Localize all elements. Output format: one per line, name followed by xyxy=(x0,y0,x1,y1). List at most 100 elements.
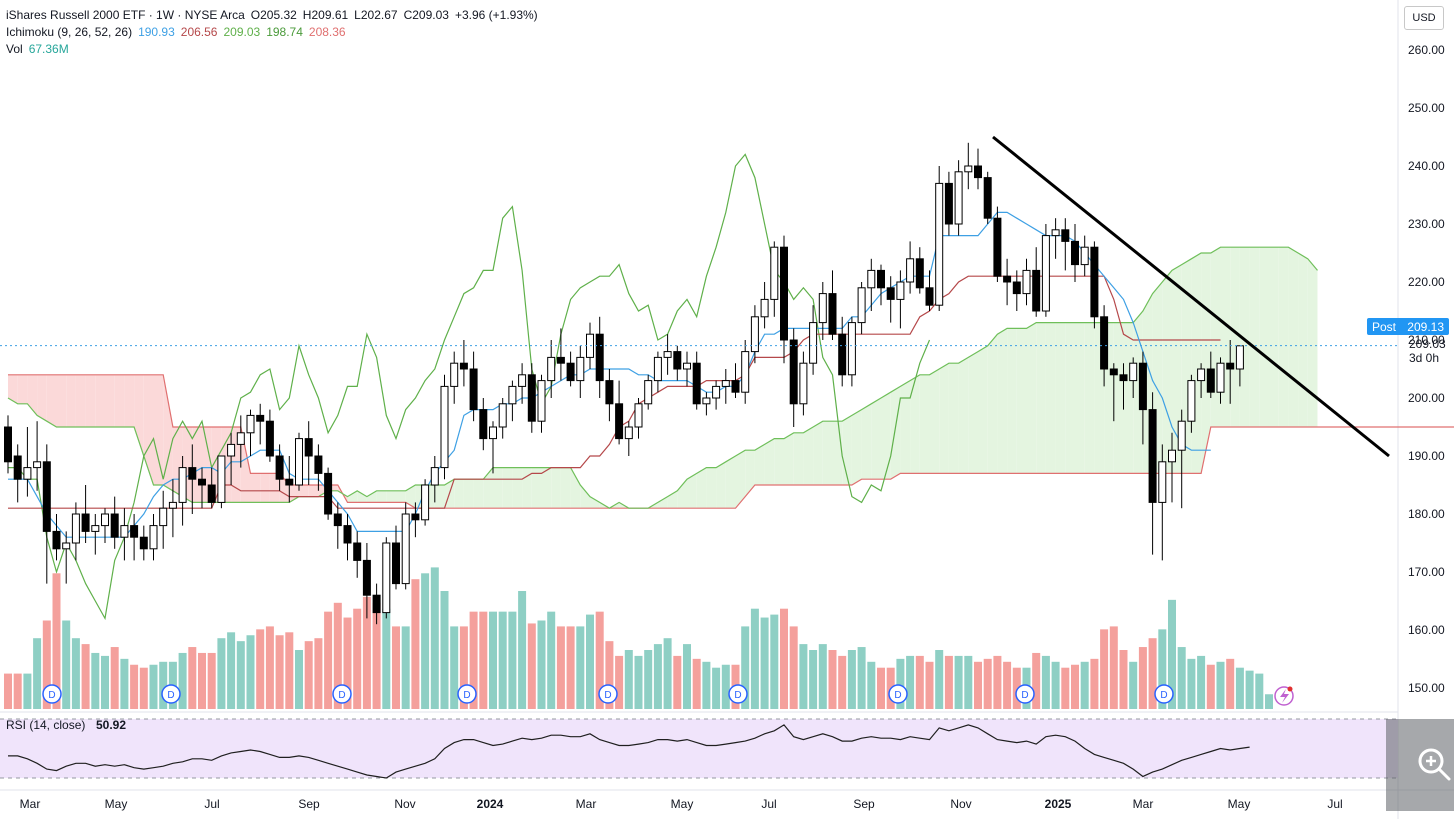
cloud-segment xyxy=(17,374,28,404)
candle-body xyxy=(663,351,672,358)
currency-button[interactable]: USD xyxy=(1404,6,1444,30)
candle-body xyxy=(789,339,798,405)
candle-body xyxy=(295,438,303,486)
post-value: 209.13 xyxy=(1407,320,1444,334)
candle-body xyxy=(954,171,963,225)
ichimoku-span-a-line xyxy=(7,246,1318,509)
candle-body xyxy=(217,455,226,503)
cloud-segment xyxy=(75,374,86,427)
candle-body xyxy=(198,478,206,486)
cloud-segment xyxy=(1259,247,1269,427)
volume-bar xyxy=(799,644,808,709)
volume-bar xyxy=(770,614,779,709)
x-tick-label-2: Jul xyxy=(204,797,219,811)
volume-bar xyxy=(333,602,342,709)
cloud-segment xyxy=(551,467,561,509)
ichimoku-legend[interactable]: Ichimoku (9, 26, 52, 26) 190.93 206.56 209.… xyxy=(6,25,352,40)
volume-bar xyxy=(275,635,284,709)
cloud-segment xyxy=(1288,247,1299,427)
cloud-segment xyxy=(37,374,47,422)
candle-body xyxy=(430,467,439,486)
volume-bar xyxy=(857,647,866,709)
y-tick-label-10: 160.00 xyxy=(1408,623,1445,637)
y-tick-label-8: 180.00 xyxy=(1408,507,1445,521)
cloud-segment xyxy=(919,374,930,474)
candle-body xyxy=(993,217,1002,277)
cloud-segment xyxy=(66,374,76,427)
volume-bar xyxy=(227,632,236,709)
candle-body xyxy=(838,333,847,376)
ohlc-high: 209.61 xyxy=(311,8,349,22)
candle-body xyxy=(1119,374,1128,382)
candle-body xyxy=(847,322,856,376)
volume-bar xyxy=(974,661,982,709)
volume-bar xyxy=(702,661,711,709)
candle-body xyxy=(615,403,624,440)
candle-body xyxy=(556,356,565,364)
candle-body xyxy=(1100,316,1109,370)
volume-bar xyxy=(469,611,478,709)
zoom-in-icon[interactable] xyxy=(1414,744,1454,784)
candle-body xyxy=(983,177,992,219)
volume-bar xyxy=(634,655,643,709)
candle-body xyxy=(130,525,139,538)
volume-bar xyxy=(847,650,856,709)
volume-bar xyxy=(624,650,633,709)
volume-bar xyxy=(139,667,148,709)
candle-body xyxy=(1032,269,1041,312)
ohlc-open: 205.32 xyxy=(260,8,297,22)
candle-body xyxy=(595,333,604,382)
candle-body xyxy=(741,351,750,393)
cloud-segment xyxy=(706,467,717,509)
cloud-segment xyxy=(978,345,988,474)
volume-bar xyxy=(42,620,51,709)
candle-body xyxy=(168,501,177,509)
cloud-segment xyxy=(861,403,872,480)
volume-bar xyxy=(91,652,100,709)
volume-bar xyxy=(556,626,565,709)
cloud-segment xyxy=(745,450,755,497)
cloud-segment xyxy=(8,374,18,404)
cloud-segment xyxy=(1201,253,1211,474)
cloud-segment xyxy=(541,467,552,509)
volume-bar xyxy=(1003,661,1012,709)
cloud-segment xyxy=(1084,322,1095,474)
ichimoku-span-a-value: 198.74 xyxy=(266,25,303,39)
volume-bar xyxy=(304,641,313,709)
dividend-marker-label: D xyxy=(604,690,611,701)
volume-bar xyxy=(935,650,944,709)
candle-body xyxy=(809,322,818,364)
cloud-segment xyxy=(590,496,600,509)
candle-body xyxy=(479,409,488,440)
volume-bar xyxy=(324,611,333,709)
volume-bar xyxy=(1080,661,1089,709)
candle-body xyxy=(401,513,410,585)
volume-bar xyxy=(615,655,624,709)
volume-bar xyxy=(925,661,934,709)
cloud-segment xyxy=(716,461,726,509)
cloud-segment xyxy=(735,450,746,509)
candle-body xyxy=(634,403,643,428)
volume-bar xyxy=(809,650,818,709)
cloud-segment xyxy=(774,438,784,485)
cloud-segment xyxy=(143,374,154,485)
volume-legend[interactable]: Vol 67.36M xyxy=(6,42,75,57)
volume-bar xyxy=(198,652,206,709)
candle-body xyxy=(62,542,71,550)
volume-bar xyxy=(430,567,439,709)
dividend-marker-label: D xyxy=(1160,690,1167,701)
volume-bar xyxy=(586,614,594,709)
volume-bar xyxy=(508,611,517,709)
candle-body xyxy=(770,246,779,300)
volume-bar xyxy=(411,579,420,709)
volume-bar xyxy=(915,655,924,709)
y-tick-label-11: 150.00 xyxy=(1408,681,1445,695)
candle-body xyxy=(1061,229,1070,242)
cloud-segment xyxy=(793,432,804,485)
y-tick-label-5: 210.00 xyxy=(1408,333,1445,347)
cloud-segment xyxy=(56,374,67,427)
candle-body xyxy=(760,298,769,318)
candle-body xyxy=(1129,362,1138,382)
dividend-marker-label: D xyxy=(734,690,741,701)
